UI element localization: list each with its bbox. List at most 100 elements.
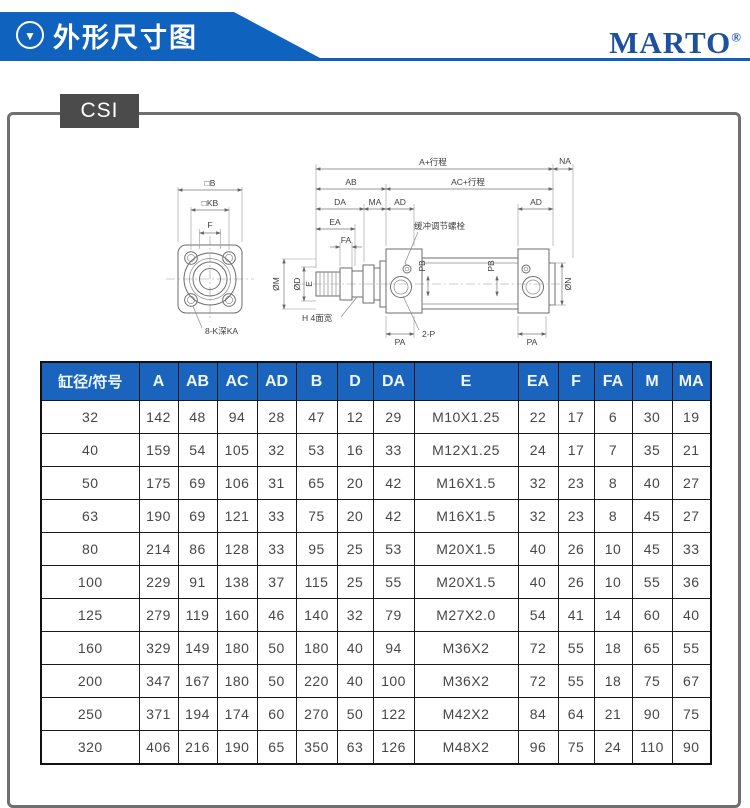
dimension-cell: 35 bbox=[631, 433, 673, 467]
column-header: A bbox=[138, 361, 179, 401]
column-header: E bbox=[413, 361, 519, 401]
dimension-cell: 84 bbox=[517, 697, 559, 731]
dimension-cell: 12 bbox=[336, 400, 374, 434]
dimension-cell: 142 bbox=[138, 400, 179, 434]
dimension-cell: 21 bbox=[593, 697, 633, 731]
dimension-cell: 32 bbox=[517, 499, 559, 533]
column-header: AC bbox=[216, 361, 258, 401]
dim-label-pa-left: PA bbox=[395, 337, 406, 347]
dimension-cell: 121 bbox=[216, 499, 258, 533]
section-banner: ▼ 外形尺寸图 bbox=[0, 12, 320, 58]
dimension-cell: 128 bbox=[216, 532, 258, 566]
dimension-cell: 115 bbox=[295, 565, 338, 599]
dimension-cell: 8 bbox=[593, 466, 633, 500]
bore-size-cell: 50 bbox=[40, 466, 140, 500]
dimension-cell: 95 bbox=[295, 532, 338, 566]
table-row: 125 279 119 160 46 140 32 79 M27X2.0 54 41 14 60 40 bbox=[40, 598, 712, 632]
column-header: AB bbox=[177, 361, 218, 401]
dimension-cell: M48X2 bbox=[413, 730, 519, 765]
bore-size-cell: 160 bbox=[40, 631, 140, 665]
dimension-cell: M12X1.25 bbox=[413, 433, 519, 467]
dimension-cell: 17 bbox=[557, 433, 595, 467]
dimension-cell: 63 bbox=[336, 730, 374, 765]
dimension-cell: 329 bbox=[138, 631, 179, 665]
table-row: 250 371 194 174 60 270 50 122 M42X2 84 64 21 90 75 bbox=[40, 697, 712, 731]
table-row: 320 406 216 190 65 350 63 126 M48X2 96 75 24 110 90 bbox=[40, 730, 712, 765]
dimension-cell: 33 bbox=[256, 532, 297, 566]
dimension-cell: 28 bbox=[256, 400, 297, 434]
bore-size-cell: 80 bbox=[40, 532, 140, 566]
dimension-drawing: □B □KB F 8-K深KA bbox=[166, 156, 574, 347]
column-header: B bbox=[295, 361, 338, 401]
bore-size-cell: 32 bbox=[40, 400, 140, 434]
dimension-cell: 16 bbox=[336, 433, 374, 467]
dimension-cell: 371 bbox=[138, 697, 179, 731]
dimension-cell: 24 bbox=[517, 433, 559, 467]
dimension-cell: 19 bbox=[671, 400, 712, 434]
dimension-cell: 180 bbox=[216, 631, 258, 665]
dim-label-m-dia: ØM bbox=[271, 277, 281, 291]
dim-label-ab: AB bbox=[345, 177, 357, 187]
dim-label-ad-left: AD bbox=[394, 197, 406, 207]
dimension-cell: 27 bbox=[671, 466, 712, 500]
dimension-cell: 406 bbox=[138, 730, 179, 765]
dimension-cell: 42 bbox=[372, 466, 415, 500]
dimension-cell: M36X2 bbox=[413, 664, 519, 698]
dim-label-pa-right: PA bbox=[527, 337, 538, 347]
dimension-cell: 69 bbox=[177, 466, 218, 500]
dimension-cell: 17 bbox=[557, 400, 595, 434]
dim-label-na: NA bbox=[559, 156, 571, 166]
dimension-cell: 40 bbox=[631, 466, 673, 500]
table-row: 63 190 69 121 33 75 20 42 M16X1.5 32 23 8 45 27 bbox=[40, 499, 712, 533]
page-title: 外形尺寸图 bbox=[53, 22, 198, 53]
model-badge: CSI bbox=[60, 94, 139, 128]
dimension-cell: 53 bbox=[295, 433, 338, 467]
dimension-cell: 64 bbox=[557, 697, 595, 731]
dimension-cell: 18 bbox=[593, 631, 633, 665]
dimension-cell: 26 bbox=[557, 565, 595, 599]
dimension-cell: 55 bbox=[631, 565, 673, 599]
table-row: 40 159 54 105 32 53 16 33 M12X1.25 24 17 7 35 21 bbox=[40, 433, 712, 467]
dimension-cell: 40 bbox=[336, 631, 374, 665]
column-header: DA bbox=[372, 361, 415, 401]
dimension-cell: 50 bbox=[256, 664, 297, 698]
dim-label-ad-right: AD bbox=[530, 197, 542, 207]
dimension-table: 缸径/符号 A AB AC AD B D DA E EA F FA M MA 32 142 48 94 28 47 1… bbox=[40, 361, 712, 765]
dimension-cell: 347 bbox=[138, 664, 179, 698]
dim-label-d-dia: ØD bbox=[292, 278, 302, 291]
dimension-cell: 40 bbox=[671, 598, 712, 632]
column-header: 缸径/符号 bbox=[40, 361, 140, 401]
dim-label-a-stroke: A+行程 bbox=[419, 157, 447, 167]
dimension-cell: 122 bbox=[372, 697, 415, 731]
dimension-cell: 6 bbox=[593, 400, 633, 434]
dimension-cell: 100 bbox=[372, 664, 415, 698]
dimension-cell: 46 bbox=[256, 598, 297, 632]
dimension-cell: 36 bbox=[671, 565, 712, 599]
dimension-cell: 47 bbox=[295, 400, 338, 434]
dimension-cell: 21 bbox=[671, 433, 712, 467]
dimension-cell: 67 bbox=[671, 664, 712, 698]
dimension-cell: M20X1.5 bbox=[413, 532, 519, 566]
dimension-cell: 60 bbox=[256, 697, 297, 731]
column-header: MA bbox=[671, 361, 712, 401]
table-header-row: 缸径/符号 A AB AC AD B D DA E EA F FA M MA bbox=[40, 361, 712, 401]
brand-name: MARTO bbox=[609, 25, 732, 60]
ports-note: 2-P bbox=[422, 329, 436, 339]
dim-label-ac-stroke: AC+行程 bbox=[451, 177, 485, 187]
table-row: 50 175 69 106 31 65 20 42 M16X1.5 32 23 8 40 27 bbox=[40, 466, 712, 500]
dimension-cell: M42X2 bbox=[413, 697, 519, 731]
dimension-cell: 33 bbox=[372, 433, 415, 467]
dimension-cell: 140 bbox=[295, 598, 338, 632]
dimension-cell: 105 bbox=[216, 433, 258, 467]
dimension-cell: 23 bbox=[557, 499, 595, 533]
bore-size-cell: 250 bbox=[40, 697, 140, 731]
dimension-cell: 32 bbox=[517, 466, 559, 500]
dimension-cell: 94 bbox=[372, 631, 415, 665]
dimension-cell: 25 bbox=[336, 565, 374, 599]
dimension-cell: 45 bbox=[631, 499, 673, 533]
dimension-cell: 69 bbox=[177, 499, 218, 533]
dimension-cell: 14 bbox=[593, 598, 633, 632]
dimension-cell: 167 bbox=[177, 664, 218, 698]
dimension-cell: 26 bbox=[557, 532, 595, 566]
dimension-cell: 22 bbox=[517, 400, 559, 434]
